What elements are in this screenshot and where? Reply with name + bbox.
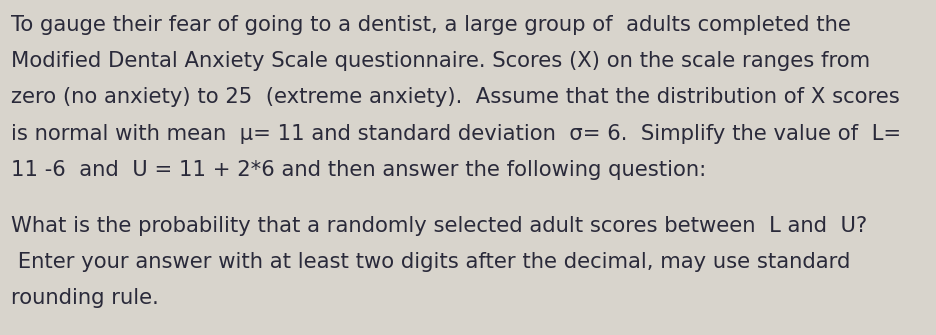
Text: To gauge their fear of going to a dentist, a large group of  adults completed th: To gauge their fear of going to a dentis… (11, 15, 850, 35)
Text: rounding rule.: rounding rule. (11, 288, 159, 309)
Text: Modified Dental Anxiety Scale questionnaire. Scores (X) on the scale ranges from: Modified Dental Anxiety Scale questionna… (11, 51, 870, 71)
Text: 11 -6  and  U = 11 + 2*6 and then answer the following question:: 11 -6 and U = 11 + 2*6 and then answer t… (11, 160, 706, 180)
Text: is normal with mean  μ= 11 and standard deviation  σ= 6.  Simplify the value of : is normal with mean μ= 11 and standard d… (11, 124, 900, 144)
Text: Enter your answer with at least two digits after the decimal, may use standard: Enter your answer with at least two digi… (11, 252, 850, 272)
Text: What is the probability that a randomly selected adult scores between  L and  U?: What is the probability that a randomly … (11, 216, 867, 236)
Text: zero (no anxiety) to 25  (extreme anxiety).  Assume that the distribution of X s: zero (no anxiety) to 25 (extreme anxiety… (11, 87, 899, 108)
